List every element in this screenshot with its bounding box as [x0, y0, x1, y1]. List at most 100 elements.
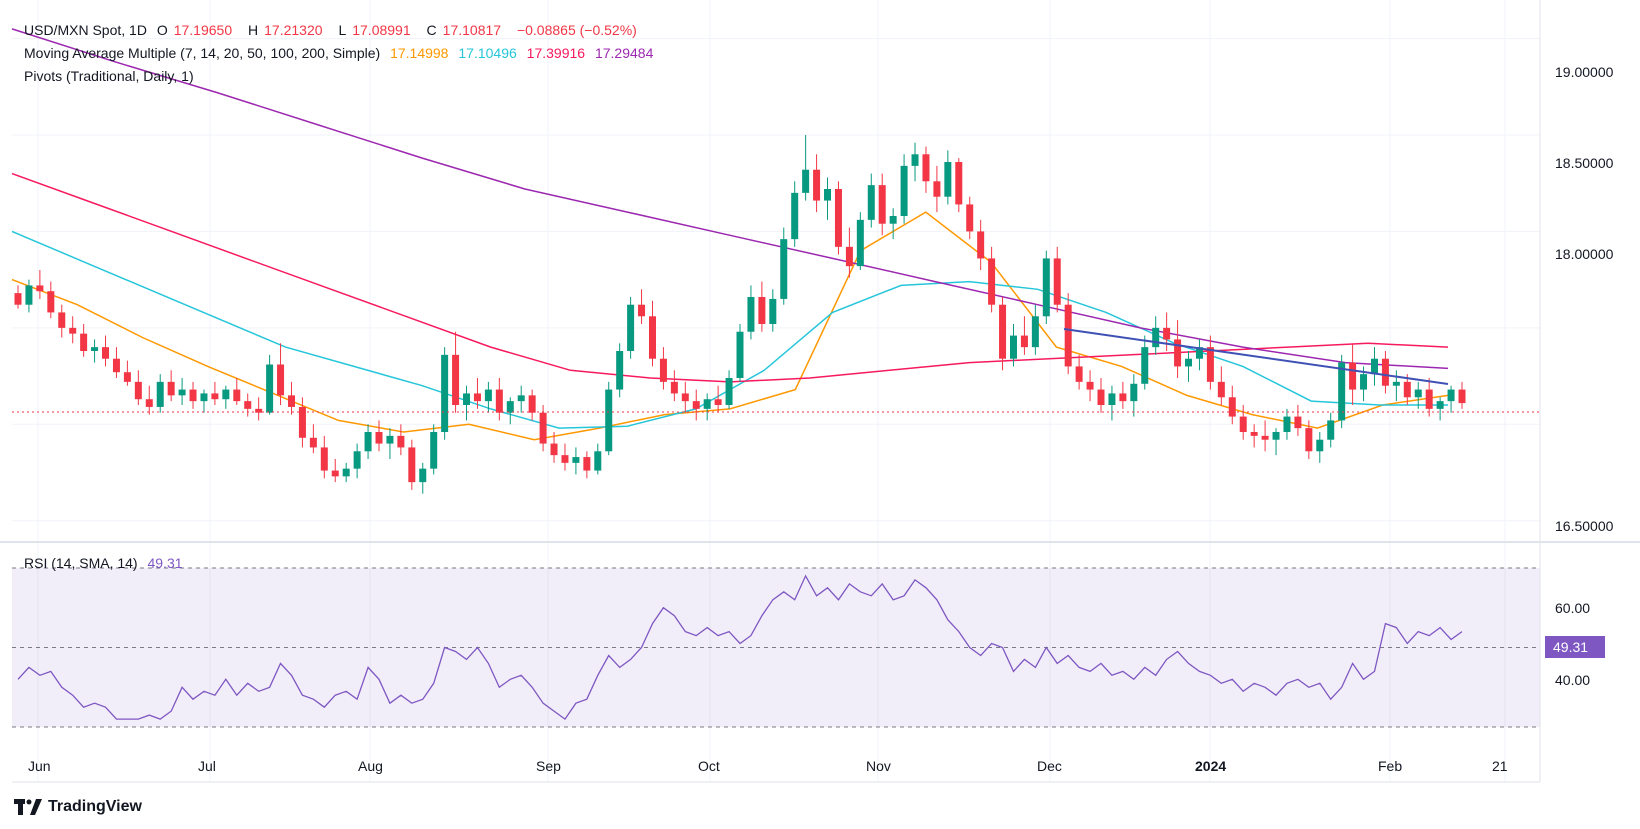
candle-body	[102, 347, 110, 359]
candle-body	[594, 451, 602, 471]
candle-body	[561, 455, 569, 463]
candle-body	[517, 395, 525, 402]
candle-body	[1152, 327, 1160, 348]
candle-body	[298, 406, 306, 438]
candle-body	[309, 437, 317, 448]
candle-body	[736, 331, 744, 378]
candle-body	[670, 381, 678, 394]
candle-body	[791, 192, 799, 240]
candle-body	[1261, 435, 1269, 440]
candle-body	[473, 393, 481, 402]
candle-body	[616, 351, 624, 390]
candle-body	[900, 165, 908, 216]
candle-body	[1392, 381, 1400, 386]
candle-body	[463, 393, 471, 405]
candle-body	[1141, 347, 1149, 384]
candle-body	[648, 316, 656, 359]
price-tag-ma-cyan: 17.10496	[1553, 431, 1612, 447]
candle-body	[189, 389, 197, 402]
candle-body	[287, 395, 295, 407]
legend-ma-title: Moving Average Multiple (7, 14, 20, 50, …	[24, 45, 381, 61]
price-axis-label: 18.50000	[1555, 155, 1614, 171]
candle-body	[1086, 381, 1094, 390]
chart-grid	[12, 0, 1540, 782]
candle-body	[747, 297, 755, 332]
candle-body	[1458, 389, 1466, 404]
candle-body	[878, 185, 886, 224]
candle-body	[156, 381, 164, 407]
candle-body	[47, 291, 55, 313]
legend-ma: Moving Average Multiple (7, 14, 20, 50, …	[24, 45, 659, 61]
price-axis-label: 18.00000	[1555, 246, 1614, 262]
legend-ma-value-3: 17.39916	[526, 45, 586, 61]
candle-body	[1414, 389, 1422, 398]
candle-body	[112, 358, 120, 373]
candle-body	[1130, 383, 1138, 402]
candle-body	[725, 378, 733, 405]
candle-body	[244, 401, 252, 409]
candle-body	[1228, 397, 1236, 417]
candle-body	[605, 389, 613, 452]
candle-body	[911, 154, 919, 166]
legend-high: H 17.21320	[248, 22, 323, 38]
legend-ma-value-1: 17.14998	[390, 45, 449, 61]
candle-body	[802, 169, 810, 193]
candle-body	[1349, 362, 1357, 390]
candle-body	[988, 258, 996, 305]
candle-body	[277, 364, 285, 396]
time-axis-label: Oct	[698, 758, 720, 774]
candle-body	[1403, 381, 1411, 398]
candle-body	[1217, 381, 1225, 398]
candle-body	[758, 297, 766, 324]
candle-body	[1327, 420, 1335, 440]
candle-body	[714, 399, 722, 405]
candle-body	[1075, 366, 1083, 382]
candle-body	[1185, 358, 1193, 367]
time-axis-label: Sep	[536, 758, 561, 774]
rsi-title: RSI (14, SMA, 14)	[24, 555, 138, 571]
time-axis-label: Aug	[358, 758, 383, 774]
candle-body	[999, 304, 1007, 359]
candle-body	[386, 435, 394, 444]
candle-body	[364, 432, 372, 452]
time-axis-label: 2024	[1195, 758, 1227, 774]
candle-body	[441, 354, 449, 432]
candle-body	[1447, 389, 1455, 402]
candle-body	[966, 204, 974, 232]
candle-body	[353, 451, 361, 469]
legend-close: C 17.10817	[426, 22, 502, 38]
candle-body	[1053, 258, 1061, 305]
candle-body	[834, 189, 842, 247]
candle-body	[1097, 389, 1105, 405]
price-tag-ma-red: 17.39916	[1553, 339, 1612, 355]
tradingview-logo[interactable]: TradingView	[14, 798, 142, 816]
candle-body	[320, 447, 328, 471]
candle-body	[1381, 358, 1389, 386]
candle-body	[1031, 316, 1039, 348]
price-tag-last: 17.10817	[1553, 408, 1612, 424]
candle-body	[233, 389, 241, 402]
rsi-legend: RSI (14, SMA, 14) 49.31	[24, 555, 189, 571]
rsi-axis-label: 60.00	[1555, 600, 1591, 616]
candle-body	[430, 432, 438, 469]
candle-body	[331, 470, 339, 477]
candle-body	[255, 408, 263, 413]
candle-body	[1064, 304, 1072, 367]
legend-pivots: Pivots (Traditional, Daily, 1)	[24, 68, 200, 84]
candle-body	[452, 354, 460, 405]
candle-body	[867, 185, 875, 220]
candle-body	[69, 327, 77, 334]
candle-body	[528, 395, 536, 413]
candle-body	[824, 189, 832, 201]
candle-body	[1370, 358, 1378, 375]
legend-ohlc: USD/MXN Spot, 1D O 17.19650 H 17.21320 L 17…	[24, 22, 643, 38]
candle-body	[572, 457, 580, 463]
candle-body	[583, 457, 591, 471]
candle-body	[58, 312, 66, 328]
candle-body	[145, 399, 153, 407]
candle-body	[813, 169, 821, 201]
candle-body	[200, 393, 208, 402]
candle-body	[495, 389, 503, 413]
legend-ma-value-4: 17.29484	[594, 45, 654, 61]
